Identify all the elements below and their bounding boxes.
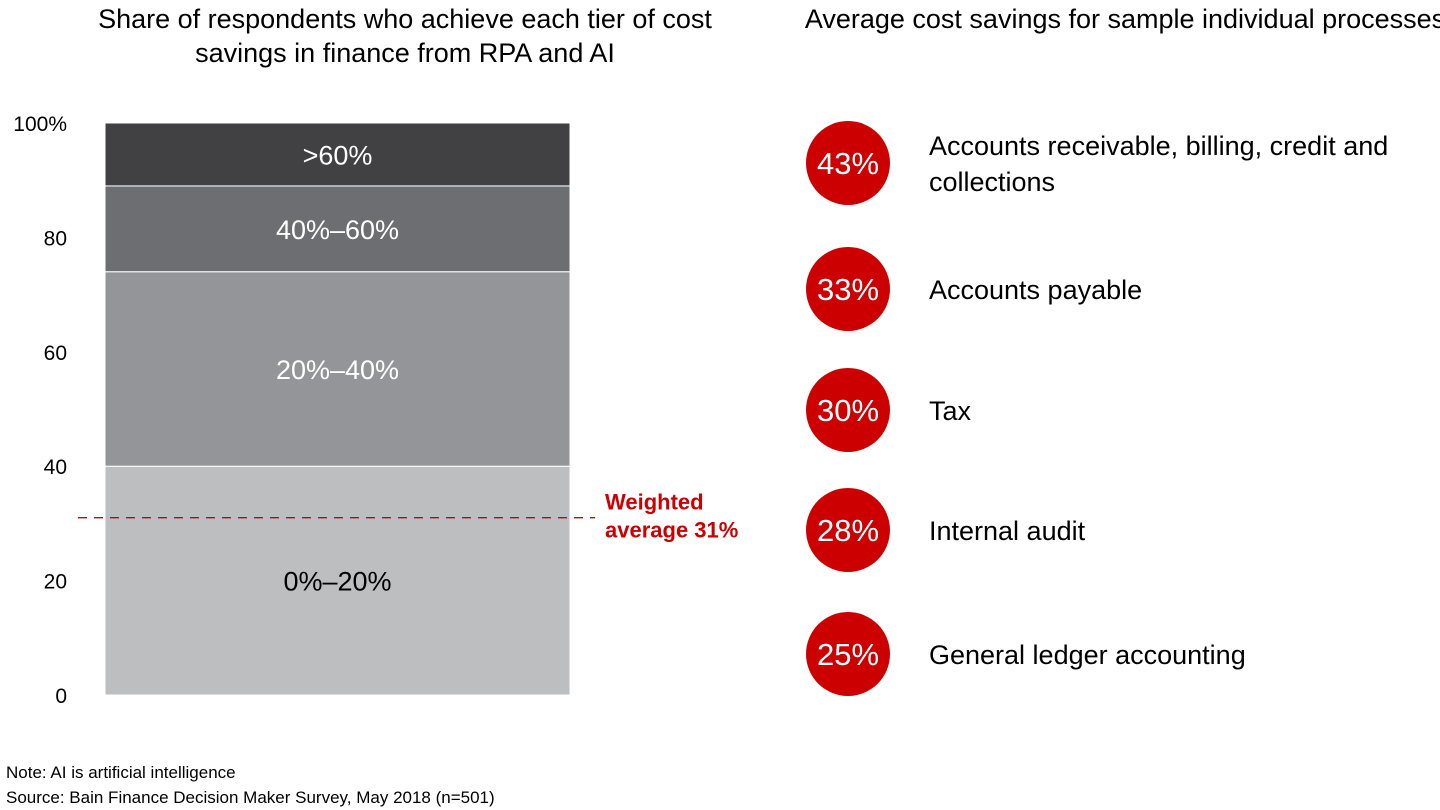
- savings-badge: [806, 121, 890, 205]
- bar-segment: [104, 185, 571, 273]
- bar-segment: [104, 271, 571, 467]
- process-label: Accounts payable: [929, 275, 1142, 305]
- savings-value: 28%: [817, 513, 879, 548]
- process-label: Accounts receivable, billing, credit and: [929, 131, 1388, 161]
- process-label: General ledger accounting: [929, 640, 1246, 670]
- savings-value: 30%: [817, 393, 879, 428]
- y-tick-label: 0: [55, 685, 67, 708]
- y-tick-label: 100%: [13, 113, 67, 136]
- y-tick-label: 40: [44, 456, 67, 479]
- savings-value: 33%: [817, 272, 879, 307]
- weighted-average-label: Weighted: [605, 490, 704, 515]
- savings-value: 43%: [817, 146, 879, 181]
- left-chart-title: Share of respondents who achieve each ti…: [98, 4, 712, 68]
- process-label: Tax: [929, 396, 972, 426]
- savings-badge: [806, 368, 890, 452]
- footnote-note: Note: AI is artificial intelligence: [6, 763, 236, 782]
- process-label: Internal audit: [929, 516, 1086, 546]
- segment-label: 40%–60%: [276, 215, 399, 245]
- savings-badge: [806, 612, 890, 696]
- savings-badge: [806, 488, 890, 572]
- weighted-average-label: average 31%: [605, 518, 738, 543]
- segment-label: 0%–20%: [283, 567, 391, 597]
- bar-segment: [104, 122, 571, 187]
- segment-label: 20%–40%: [276, 355, 399, 385]
- savings-badge: [806, 247, 890, 331]
- bar-segment: [104, 465, 571, 696]
- right-chart-title: Average cost savings for sample individu…: [804, 4, 1440, 34]
- footnote-source: Source: Bain Finance Decision Maker Surv…: [6, 788, 495, 807]
- process-label: collections: [929, 167, 1055, 197]
- savings-value: 25%: [817, 637, 879, 672]
- y-tick-label: 60: [44, 342, 67, 365]
- y-tick-label: 80: [44, 227, 67, 250]
- segment-label: >60%: [303, 140, 373, 170]
- y-tick-label: 20: [44, 571, 67, 594]
